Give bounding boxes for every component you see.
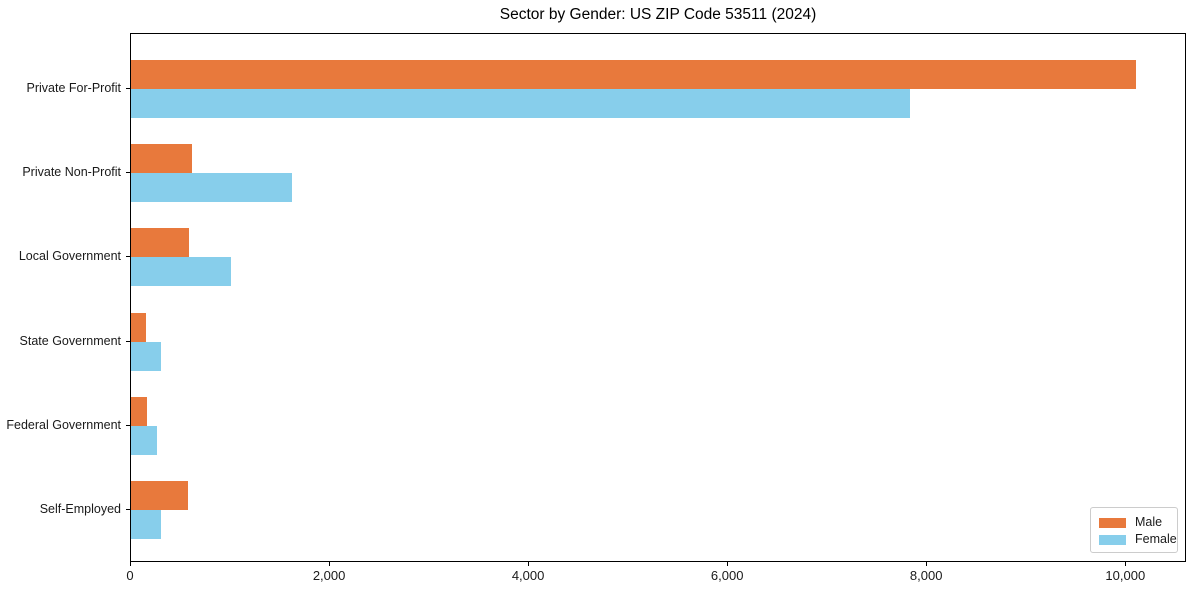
bar-male-0 xyxy=(131,60,1137,89)
x-tick-mark-5 xyxy=(1125,562,1127,566)
x-tick-label-3: 6,000 xyxy=(710,568,744,583)
x-tick-mark-1 xyxy=(329,562,331,566)
y-tick-label-4: Federal Government xyxy=(6,417,121,432)
x-tick-mark-4 xyxy=(926,562,928,566)
legend-label-male: Male xyxy=(1135,515,1163,529)
y-tick-mark-4 xyxy=(126,424,130,426)
bar-male-3 xyxy=(131,312,146,342)
x-tick-mark-3 xyxy=(727,562,729,566)
x-tick-mark-0 xyxy=(130,562,131,566)
legend-swatch-male-icon xyxy=(1099,517,1126,528)
legend-swatch-female-icon xyxy=(1099,534,1126,545)
bar-male-1 xyxy=(131,144,192,174)
legend: Male Female xyxy=(1090,507,1178,553)
bar-female-0 xyxy=(131,89,911,118)
bar-female-5 xyxy=(131,510,161,539)
bar-male-4 xyxy=(131,396,147,426)
y-tick-label-2: Local Government xyxy=(18,249,121,264)
plot-area xyxy=(130,33,1186,562)
bar-male-5 xyxy=(131,481,188,510)
bar-female-1 xyxy=(131,173,293,203)
x-tick-mark-2 xyxy=(528,562,530,566)
y-tick-label-3: State Government xyxy=(19,333,121,348)
bar-female-4 xyxy=(131,425,157,455)
bar-male-2 xyxy=(131,228,189,258)
x-tick-label-5: 10,000 xyxy=(1105,568,1146,583)
y-tick-label-0: Private For-Profit xyxy=(26,81,121,95)
x-tick-label-2: 4,000 xyxy=(511,568,545,583)
y-tick-mark-1 xyxy=(126,172,130,174)
x-tick-label-1: 2,000 xyxy=(312,568,346,583)
x-tick-label-0: 0 xyxy=(126,568,134,583)
chart-title: Sector by Gender: US ZIP Code 53511 (202… xyxy=(499,6,817,23)
bar-female-3 xyxy=(131,341,161,371)
y-tick-mark-2 xyxy=(126,256,130,258)
legend-item-male: Male xyxy=(1099,514,1177,531)
y-tick-mark-5 xyxy=(126,509,130,510)
bar-female-2 xyxy=(131,257,231,287)
x-tick-label-4: 8,000 xyxy=(909,568,943,583)
legend-label-female: Female xyxy=(1135,532,1177,546)
y-tick-mark-3 xyxy=(126,340,130,342)
legend-item-female: Female xyxy=(1099,531,1177,548)
y-tick-mark-0 xyxy=(126,88,130,89)
y-tick-label-1: Private Non-Profit xyxy=(22,165,121,180)
y-tick-label-5: Self-Employed xyxy=(39,502,121,516)
